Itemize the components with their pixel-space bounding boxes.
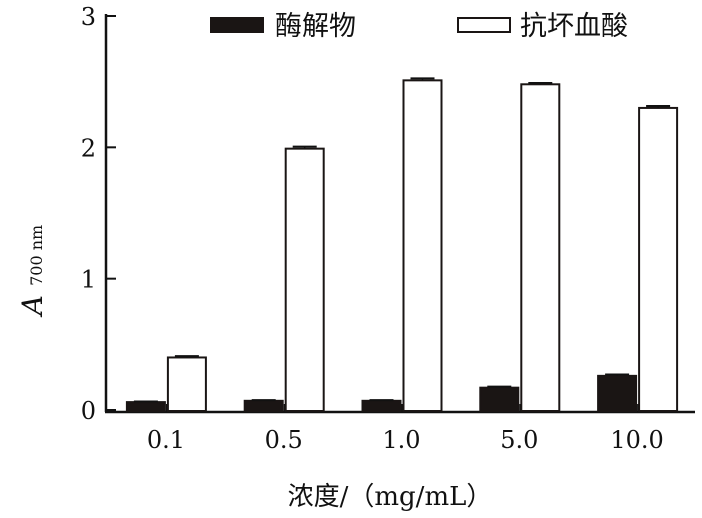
bar-hydrolysate-0	[125, 401, 166, 412]
legend-swatch-1	[457, 17, 511, 33]
y-tick-label-2: 2	[81, 134, 96, 162]
bar-ascorbic-acid-0	[166, 356, 207, 413]
bar-hydrolysate-4	[597, 374, 638, 412]
bar-ascorbic-acid-2	[402, 79, 443, 412]
bar-ascorbic-acid-3	[520, 83, 561, 412]
x-tick-label-1: 0.5	[265, 426, 303, 454]
bar-hydrolysate-3	[479, 386, 520, 413]
legend: 酶解物 抗坏血酸	[210, 11, 628, 42]
bars	[125, 77, 679, 413]
bar-hydrolysate-1	[243, 399, 284, 413]
legend-swatch-0	[210, 17, 264, 33]
x-tick-label-0: 0.1	[147, 426, 185, 454]
y-axis-title-main: A	[16, 295, 49, 318]
bar-ascorbic-acid-4	[638, 106, 679, 413]
bar-ascorbic-acid-1	[284, 147, 325, 412]
y-tick-label-0: 0	[81, 397, 96, 425]
x-axis-title: 浓度/（mg/mL）	[288, 482, 493, 512]
x-tick-label-3: 5.0	[500, 426, 538, 454]
x-tick-label-4: 10.0	[610, 426, 663, 454]
y-tick-label-3: 3	[81, 3, 96, 31]
y-tick-label-1: 1	[81, 266, 96, 294]
bar-hydrolysate-2	[361, 399, 402, 413]
legend-label-1: 抗坏血酸	[520, 11, 628, 42]
legend-label-0: 酶解物	[275, 11, 356, 42]
y-axis-title: A 700 nm	[16, 225, 49, 318]
y-axis-title-subscript: 700 nm	[27, 225, 46, 286]
x-tick-label-2: 1.0	[382, 426, 420, 454]
